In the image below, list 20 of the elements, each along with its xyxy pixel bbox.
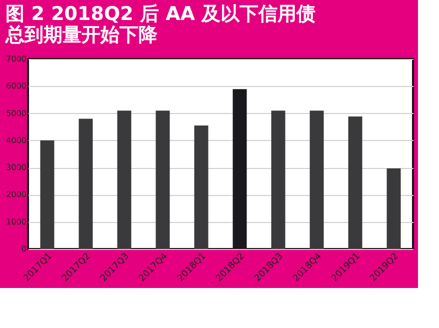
text: 总到期量开始下降: [6, 24, 158, 46]
y-tick-label: 4000: [6, 136, 26, 145]
y-tick-label: 6000: [6, 82, 26, 91]
bar: [348, 116, 362, 249]
bar: [310, 110, 324, 249]
bar: [156, 110, 170, 249]
bar: [40, 140, 54, 249]
y-tick-label: 5000: [6, 108, 26, 118]
bar: [117, 110, 132, 249]
y-tick-label: 2000: [6, 190, 26, 200]
y-tick-label: 1000: [6, 217, 26, 226]
bar: [386, 168, 401, 249]
bar: [78, 118, 93, 249]
y-tick-label: 0: [21, 244, 26, 254]
text: 图 2 2018Q2 后 AA 及以下信用债: [6, 3, 316, 25]
y-tick-label: 3000: [6, 163, 26, 172]
y-tick-label: 7000: [6, 54, 26, 64]
bar: [232, 89, 247, 249]
bar: [194, 126, 208, 249]
bar: [271, 110, 286, 249]
